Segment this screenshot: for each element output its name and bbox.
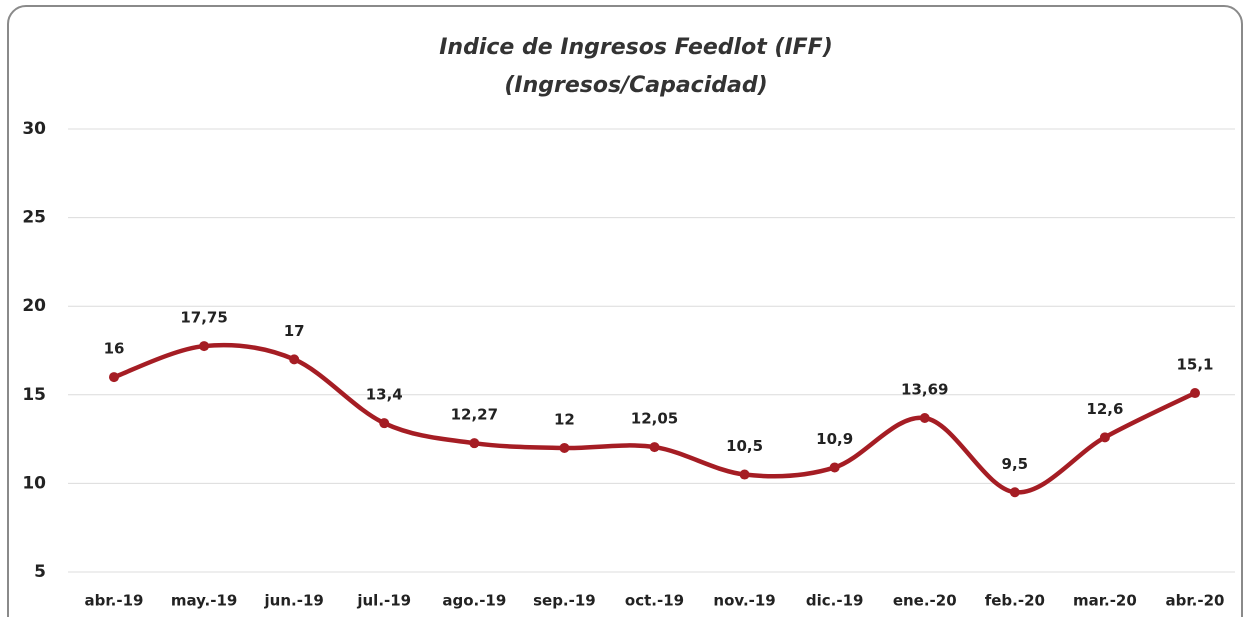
y-tick-label: 15 [22,385,46,405]
data-point [1009,487,1020,498]
data-label: 12 [554,410,575,428]
data-label: 12,6 [1086,400,1123,418]
x-tick-label: oct.-19 [625,592,684,610]
y-tick-label: 5 [34,562,46,582]
data-label: 10,5 [726,437,763,455]
data-label: 17,75 [180,309,227,327]
y-tick-label: 20 [22,296,46,316]
data-label: 9,5 [1002,455,1029,473]
chart-frame [7,5,1243,617]
y-tick-label: 30 [22,119,46,139]
data-point [469,438,480,449]
data-point [289,354,300,365]
data-label: 15,1 [1176,356,1213,374]
x-tick-label: nov.-19 [713,592,775,610]
x-tick-label: abr.-19 [85,592,144,610]
data-point [739,469,750,480]
y-tick-label: 25 [22,208,46,228]
data-point [379,418,390,429]
data-point [1190,388,1200,399]
x-tick-label: sep.-19 [533,592,596,610]
data-label: 17 [284,322,305,340]
data-label: 10,9 [816,430,853,448]
x-tick-label: mar.-20 [1073,592,1137,610]
y-tick-label: 10 [22,473,46,493]
data-point [649,442,660,453]
data-point [919,413,930,424]
x-tick-label: jun.-19 [264,592,324,610]
data-label: 13,4 [366,386,403,404]
data-point [199,341,210,352]
data-label: 12,05 [631,410,678,428]
data-label: 13,69 [901,381,948,399]
chart-subtitle: (Ingresos/Capacidad) [504,73,767,98]
data-label: 16 [104,340,125,358]
x-tick-label: abr.-20 [1166,592,1225,610]
x-tick-label: jul.-19 [356,592,411,610]
data-label: 12,27 [451,406,498,424]
data-point [829,462,840,473]
x-tick-label: ene.-20 [893,592,957,610]
data-point [1099,432,1110,443]
x-tick-label: ago.-19 [442,592,506,610]
x-tick-label: dic.-19 [806,592,864,610]
x-tick-label: may.-19 [171,592,238,610]
data-point [559,442,570,453]
data-point [109,372,119,383]
x-tick-label: feb.-20 [985,592,1045,610]
chart-title: Indice de Ingresos Feedlot (IFF) [439,35,833,60]
